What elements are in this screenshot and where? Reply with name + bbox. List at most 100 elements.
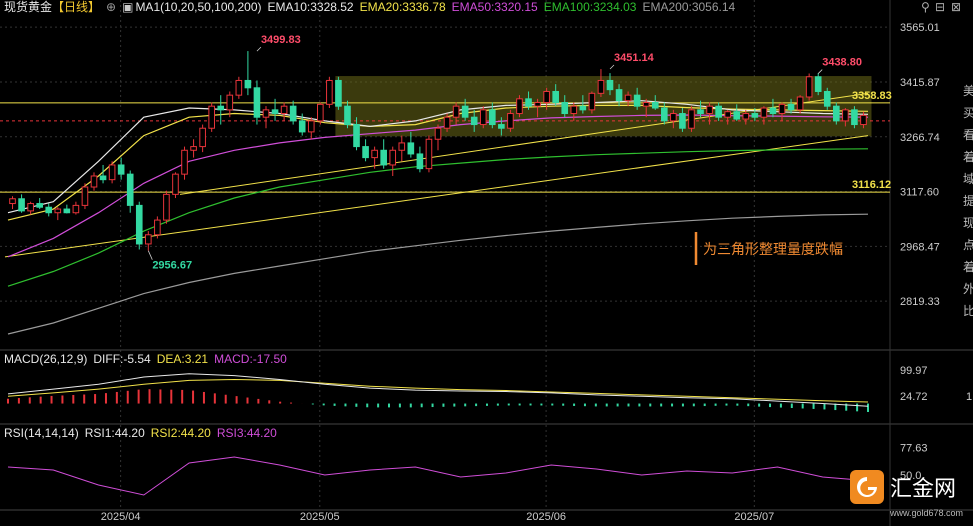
price-mark-label: 3499.83	[261, 34, 301, 46]
x-tick-label: 2025/06	[526, 511, 566, 523]
candle-body	[235, 79, 243, 96]
candle-body	[280, 105, 288, 115]
ema10-line	[7, 100, 869, 214]
candles	[9, 51, 867, 251]
candle-body	[18, 198, 25, 212]
candle-body	[552, 90, 559, 104]
macd-title: MACD(26,12,9)	[4, 352, 88, 366]
candle-body	[289, 105, 297, 122]
ema100-line	[7, 148, 869, 287]
side-strip-char: 美	[963, 84, 973, 98]
candle-body	[452, 105, 460, 118]
candle-body	[326, 79, 333, 105]
candle-body	[833, 105, 840, 122]
macd-diff-line	[7, 373, 869, 407]
candle-body	[226, 94, 234, 111]
x-tick-label: 2025/05	[300, 511, 340, 523]
candle-body	[579, 105, 587, 111]
x-tick-label: 2025/07	[734, 511, 774, 523]
candle-body	[823, 90, 831, 107]
candle-body	[606, 79, 614, 91]
candle-body	[163, 193, 170, 221]
side-strip-char: 域	[963, 172, 973, 186]
ma-label: MA1(10,20,50,100,200)	[135, 0, 262, 14]
gear-icon[interactable]: ⊕	[106, 0, 117, 14]
candle-body	[796, 96, 804, 111]
side-strip-char: 买	[963, 106, 973, 120]
candle-body	[54, 208, 62, 214]
candle-body	[570, 105, 578, 115]
candle-body	[190, 146, 197, 151]
logo-icon	[857, 477, 877, 497]
rsi2-label: RSI2:44.20	[150, 426, 211, 440]
rsi1-label: RSI1:44.20	[84, 426, 145, 440]
side-strip-char: 着	[963, 260, 973, 274]
side-strip-char: 提	[963, 194, 973, 208]
candle-body	[126, 173, 134, 206]
side-news-strip: 美买看着域提现点着外比	[963, 80, 973, 322]
price-mark-pointer	[256, 46, 262, 52]
candle-body	[778, 103, 786, 115]
candle-body	[434, 127, 442, 140]
annotation-text: 为三角形整理量度跌幅	[703, 242, 843, 258]
ema200-label: EMA200:3056.14	[642, 0, 736, 14]
ema10-label: EMA10:3328.52	[267, 0, 354, 14]
candle-body	[760, 107, 768, 118]
price-mark-pointer	[609, 64, 615, 70]
close-icon[interactable]: ⊠	[951, 0, 962, 14]
candle-body	[534, 102, 541, 107]
candle-body	[208, 105, 215, 129]
y-tick-label: 2968.47	[900, 241, 940, 253]
candle-body	[479, 109, 487, 126]
logo-name: 汇金网	[890, 477, 956, 502]
logo-url: www.gold678.com	[889, 508, 963, 518]
candle-body	[199, 127, 206, 148]
minus-icon[interactable]: ⊟	[935, 0, 946, 14]
ema20-label: EMA20:3336.78	[359, 0, 446, 14]
candle-body	[117, 164, 125, 175]
candle-body	[805, 76, 813, 98]
search-icon[interactable]: ⚲	[921, 0, 930, 14]
candle-body	[624, 94, 632, 102]
candle-body	[425, 138, 433, 170]
candle-body	[90, 175, 98, 188]
candle-body	[271, 109, 279, 115]
y-tick-label: 3415.87	[900, 77, 940, 89]
side-strip-char: 现	[963, 216, 973, 230]
triangle-lower-trendline	[4, 135, 869, 258]
rsi-title: RSI(14,14,14)	[4, 426, 79, 440]
candle-body	[697, 109, 704, 115]
x-tick-label: 2025/04	[101, 511, 141, 523]
candle-body	[63, 208, 71, 214]
rsi-header: RSI(14,14,14) RSI1:44.20 RSI2:44.20 RSI3:44…	[4, 425, 283, 441]
macd-diff: DIFF:-5.54	[93, 352, 151, 366]
candle-body	[443, 116, 451, 129]
sub-panels: 99.97 24.72 1 77.63 50.0	[7, 365, 972, 496]
candle-body	[154, 219, 161, 236]
candle-body	[751, 113, 759, 118]
candle-body	[389, 149, 397, 166]
y-tick-label: 3117.60	[900, 187, 939, 199]
candle-body	[787, 103, 795, 111]
candle-body	[633, 94, 641, 107]
candle-body	[688, 109, 695, 129]
macd-dea: DEA:3.21	[156, 352, 209, 366]
ema200-line	[7, 213, 869, 335]
candle-body	[317, 103, 324, 122]
price-mark-label: 2956.67	[152, 260, 192, 272]
candle-body	[335, 79, 342, 107]
candle-body	[461, 105, 469, 118]
candle-body	[470, 116, 478, 126]
chart-icon[interactable]: ▣	[122, 0, 134, 14]
candle-body	[814, 76, 822, 92]
candle-body	[724, 111, 731, 118]
candle-body	[145, 234, 152, 245]
candle-body	[615, 89, 623, 102]
candle-body	[45, 206, 53, 214]
price-mark-label: 3438.80	[822, 57, 862, 69]
y-tick-label: 3565.01	[900, 22, 940, 34]
candle-body	[253, 87, 261, 118]
main-header: 现货黄金【日线】 ⊕ ▣ MA1(10,20,50,100,200) EMA10:332…	[4, 0, 741, 15]
side-strip-char: 看	[963, 128, 973, 142]
